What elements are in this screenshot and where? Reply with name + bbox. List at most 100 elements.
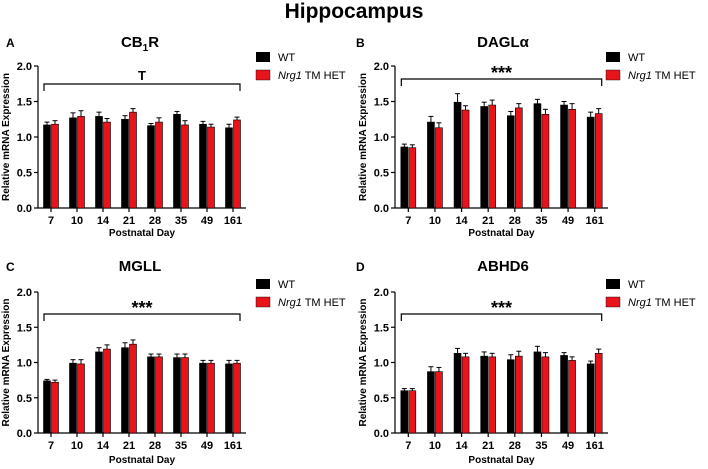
y-axis-label: Relative mRNA Expression	[1, 298, 12, 426]
bar-het	[568, 360, 576, 434]
bar-het	[181, 124, 189, 209]
bar-wt	[586, 116, 595, 209]
legend-label-het: Nrg1 TM HET	[628, 297, 696, 309]
bar-wt	[121, 118, 129, 209]
x-axis-label: Postnatal Day	[109, 228, 176, 239]
bar-wt	[43, 124, 51, 209]
legend-swatch-wt	[256, 52, 270, 62]
bar-wt	[147, 356, 155, 434]
y-tick-label: 0.0	[17, 203, 32, 215]
y-tick-label: 1.0	[17, 132, 32, 144]
bar-het	[541, 356, 550, 434]
y-tick-label: 1.5	[374, 97, 389, 109]
bar-het	[181, 357, 189, 434]
bar-wt	[427, 121, 435, 209]
bar-het	[435, 371, 443, 434]
chart-panel-c: C MGLL 0.0 0.5 1.0 1.5 2.0 Relative mRNA Expres…	[1, 258, 346, 466]
bar-wt	[69, 362, 77, 434]
y-tick-label: 1.5	[17, 97, 32, 109]
legend-label-het-rest: TM HET	[302, 70, 346, 82]
bar-wt	[199, 362, 207, 434]
bar-wt	[95, 116, 103, 209]
panel-title-main: CB	[121, 34, 143, 51]
bar-het	[103, 121, 111, 209]
significance-label: ***	[491, 298, 512, 318]
bar-het	[77, 363, 85, 434]
panel-letter: A	[6, 36, 15, 50]
y-tick-label: 2.0	[17, 61, 32, 73]
x-tick-label: 28	[509, 440, 521, 452]
significance-label: T	[138, 68, 146, 83]
legend-label-wt: WT	[628, 52, 645, 64]
panel-title: MGLL	[119, 258, 162, 275]
x-tick-label: 14	[97, 215, 110, 227]
chart-panel-d: D ABHD6 0.0 0.5 1.0 1.5 2.0 Relative mRNA Expre…	[356, 258, 696, 466]
bar-wt	[225, 363, 233, 434]
y-tick-label: 1.5	[17, 322, 32, 334]
legend-label-het-italic: Nrg1	[278, 70, 302, 82]
bar-het	[435, 127, 443, 209]
legend-swatch-het	[255, 296, 271, 308]
x-tick-label: 28	[149, 440, 161, 452]
bar-wt	[453, 353, 462, 434]
bar-het	[155, 356, 163, 434]
legend-swatch-het	[605, 69, 621, 81]
bar-wt	[560, 104, 568, 209]
bar-wt	[173, 113, 181, 209]
bar-het	[568, 109, 576, 209]
bar-het	[461, 356, 470, 434]
y-tick-label: 0.5	[374, 393, 389, 405]
legend-label-het: Nrg1 TM HET	[278, 70, 346, 82]
significance-label: ***	[491, 63, 512, 83]
x-tick-label: 14	[97, 440, 110, 452]
x-tick-label: 28	[509, 215, 521, 227]
legend-label-wt: WT	[628, 279, 645, 291]
x-tick-label: 21	[123, 440, 135, 452]
bar-wt	[199, 123, 207, 209]
panel-title-main: MGLL	[119, 258, 162, 275]
x-tick-label: 49	[562, 215, 574, 227]
legend-label-het-rest: TM HET	[652, 70, 696, 82]
x-axis-label: Postnatal Day	[109, 455, 176, 466]
y-tick-label: 2.0	[374, 287, 389, 299]
bar-wt	[173, 357, 181, 434]
x-tick-label: 21	[482, 215, 494, 227]
bar-het	[594, 353, 603, 434]
panel-title-main: DAGLα	[477, 34, 529, 51]
legend-swatch-wt	[606, 279, 620, 289]
x-tick-label: 21	[123, 215, 135, 227]
bar-het	[129, 111, 137, 209]
bar-het	[408, 147, 417, 209]
legend-label-het-rest: TM HET	[652, 297, 696, 309]
bar-wt	[427, 371, 435, 434]
bar-het	[461, 109, 470, 209]
y-tick-label: 2.0	[17, 287, 32, 299]
x-tick-label: 161	[224, 215, 242, 227]
bar-wt	[43, 380, 51, 434]
bar-het	[515, 107, 523, 209]
bar-wt	[560, 355, 568, 434]
legend-swatch-het	[605, 296, 621, 308]
legend-label-het-italic: Nrg1	[278, 297, 302, 309]
bar-het	[488, 356, 496, 434]
x-tick-label: 35	[175, 215, 187, 227]
x-tick-label: 35	[535, 440, 547, 452]
bar-wt	[533, 351, 542, 434]
significance-label: ***	[131, 298, 152, 318]
bar-wt	[533, 103, 542, 209]
bar-wt	[69, 117, 77, 209]
legend-label-wt: WT	[278, 52, 295, 64]
legend-label-het-italic: Nrg1	[628, 70, 652, 82]
panel-title: DAGLα	[477, 34, 529, 51]
legend-label-het: Nrg1 TM HET	[278, 297, 346, 309]
significance-bracket	[400, 313, 603, 321]
y-tick-label: 2.0	[374, 61, 389, 73]
panel-letter: D	[356, 260, 365, 274]
panel-title-end: R	[148, 34, 159, 51]
legend-swatch-wt	[256, 279, 270, 289]
legend-label-het-rest: TM HET	[302, 297, 346, 309]
y-axis-label: Relative mRNA Expression	[1, 73, 12, 201]
x-tick-label: 49	[201, 440, 213, 452]
y-tick-label: 0.5	[17, 168, 32, 180]
